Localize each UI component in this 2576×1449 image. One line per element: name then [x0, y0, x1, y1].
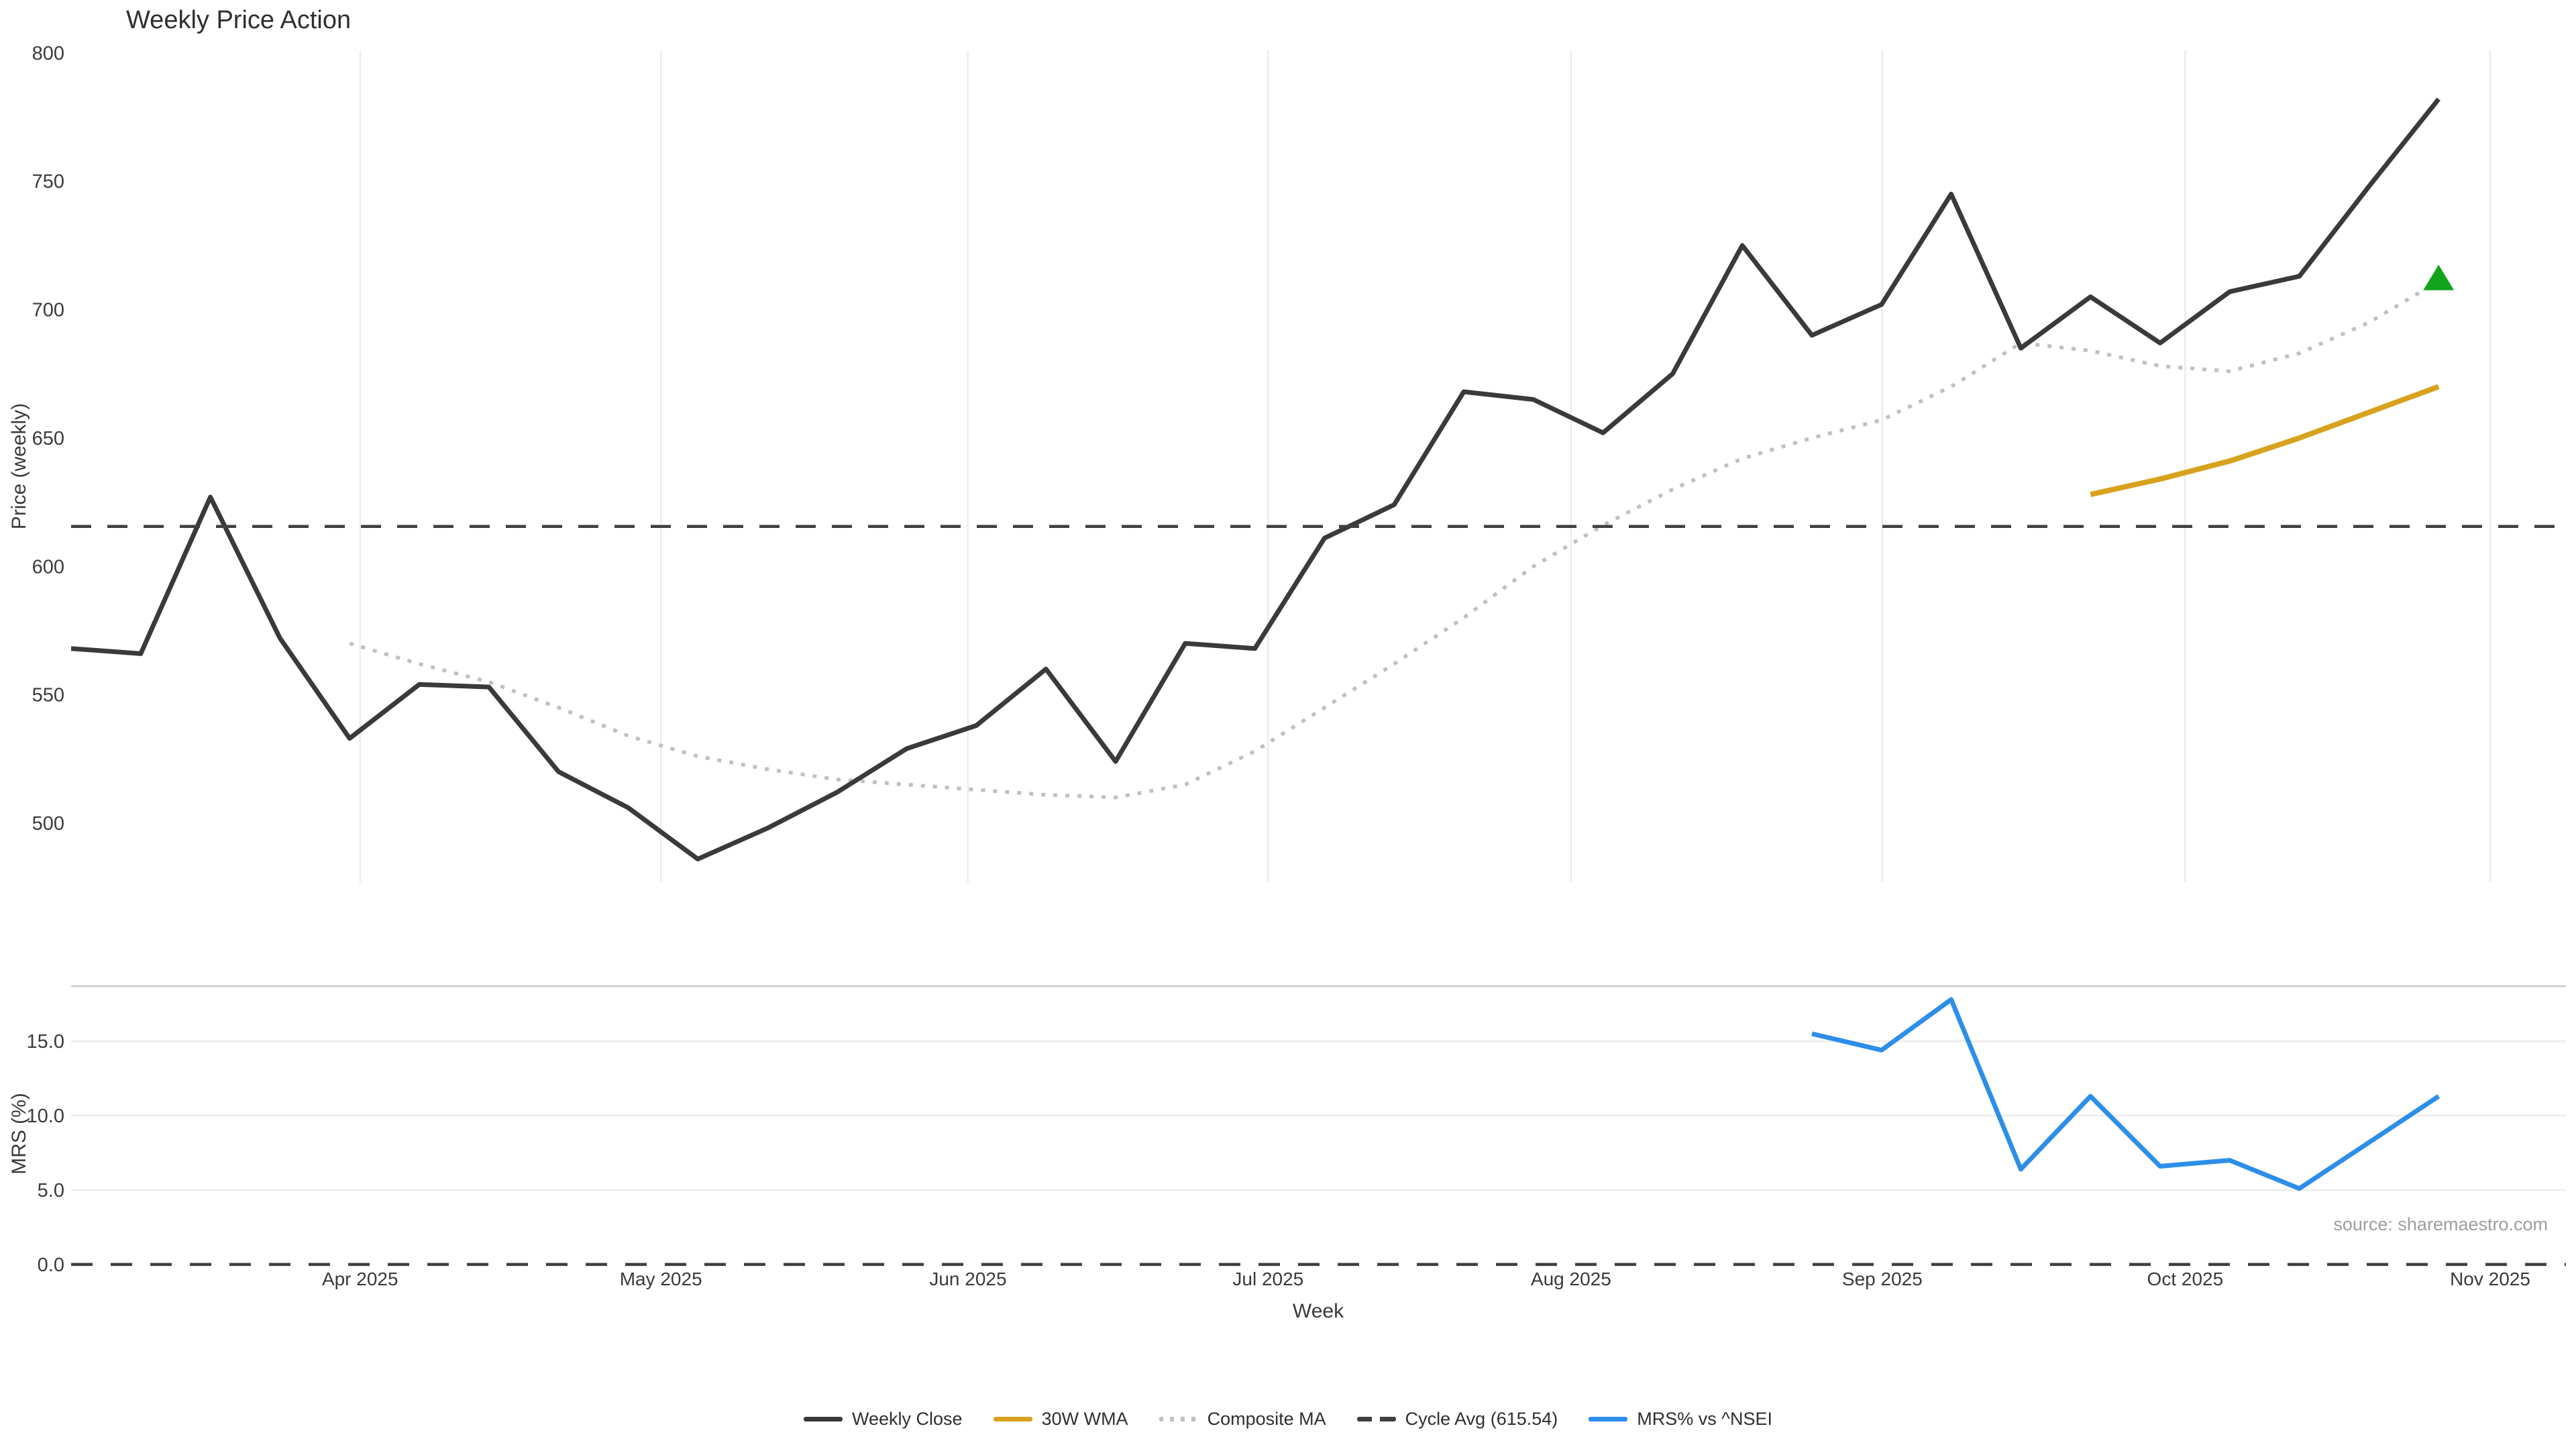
- price-tick-label: 650: [32, 428, 64, 449]
- mrs-axis-title: MRS (%): [8, 1093, 30, 1175]
- price-tick-label: 500: [32, 813, 64, 835]
- mrs-tick-label: 15.0: [27, 1031, 64, 1053]
- chart-title: Weekly Price Action: [126, 6, 351, 34]
- mrs-panel: 0.0 5.0 10.0 15.0 Apr 2025 May 2025 Jun 2025 J…: [27, 985, 2566, 1289]
- composite-ma-line: [349, 280, 2440, 800]
- legend-swatch-solid: [1589, 1417, 1628, 1421]
- x-axis-title: Week: [1293, 1300, 1344, 1322]
- legend-item-30w-wma: 30W WMA: [993, 1409, 1128, 1430]
- mrs-y-tick-labels: 0.0 5.0 10.0 15.0: [27, 1031, 64, 1276]
- price-tick-label: 800: [32, 43, 64, 64]
- price-y-tick-labels: 500 550 600 650 700 750 800: [32, 43, 64, 835]
- price-series-lines: [70, 97, 2566, 862]
- legend-swatch-solid: [993, 1417, 1032, 1421]
- price-tick-label: 700: [32, 300, 64, 321]
- legend-swatch-dotted: [1159, 1417, 1198, 1421]
- month-tick-label: Aug 2025: [1531, 1269, 1611, 1289]
- wma-line: [2090, 384, 2440, 498]
- month-tick-label: Oct 2025: [2147, 1269, 2224, 1289]
- source-note: source: sharemaestro.com: [2333, 1214, 2548, 1234]
- month-tick-label: Jul 2025: [1232, 1269, 1303, 1289]
- legend-item-cycle-avg-615-54-: Cycle Avg (615.54): [1356, 1409, 1558, 1430]
- price-tick-label: 750: [32, 171, 64, 193]
- month-tick-label: May 2025: [620, 1269, 702, 1289]
- price-panel: 500 550 600 650 700 750 800: [32, 43, 2566, 882]
- legend-item-mrs-vs-nsei: MRS% vs ^NSEI: [1589, 1409, 1772, 1430]
- month-tick-label: Nov 2025: [2450, 1269, 2530, 1289]
- price-tick-label: 600: [32, 556, 64, 578]
- price-month-gridlines: [359, 50, 2491, 882]
- mrs-tick-label: 10.0: [27, 1106, 64, 1127]
- legend-label: MRS% vs ^NSEI: [1637, 1409, 1772, 1429]
- legend-item-composite-ma: Composite MA: [1159, 1409, 1326, 1430]
- mrs-series-lines: [1811, 997, 2440, 1191]
- mrs-tick-label: 5.0: [38, 1180, 64, 1201]
- composite-end-marker: [2423, 264, 2455, 290]
- mrs-line: [1811, 997, 2440, 1191]
- mrs-gridlines: [71, 985, 2566, 1267]
- x-axis-month-labels: Apr 2025 May 2025 Jun 2025 Jul 2025 Aug 2025…: [322, 1269, 2530, 1289]
- chart-legend: Weekly Close 30W WMA Composite MA Cycle Avg…: [0, 1409, 2576, 1430]
- legend-item-weekly-close: Weekly Close: [804, 1409, 963, 1430]
- month-tick-label: Jun 2025: [929, 1269, 1006, 1289]
- legend-label: 30W WMA: [1041, 1409, 1128, 1429]
- month-tick-label: Sep 2025: [1842, 1269, 1923, 1289]
- legend-swatch-solid: [804, 1417, 843, 1421]
- month-tick-label: Apr 2025: [322, 1269, 398, 1289]
- legend-label: Weekly Close: [852, 1409, 963, 1429]
- price-axis-title: Price (weekly): [8, 403, 30, 529]
- mrs-tick-label: 0.0: [38, 1254, 64, 1276]
- price-tick-label: 550: [32, 685, 64, 706]
- legend-swatch-dashed: [1356, 1417, 1396, 1421]
- legend-label: Cycle Avg (615.54): [1405, 1409, 1558, 1429]
- legend-label: Composite MA: [1207, 1409, 1326, 1429]
- weekly-close-line: [70, 97, 2440, 862]
